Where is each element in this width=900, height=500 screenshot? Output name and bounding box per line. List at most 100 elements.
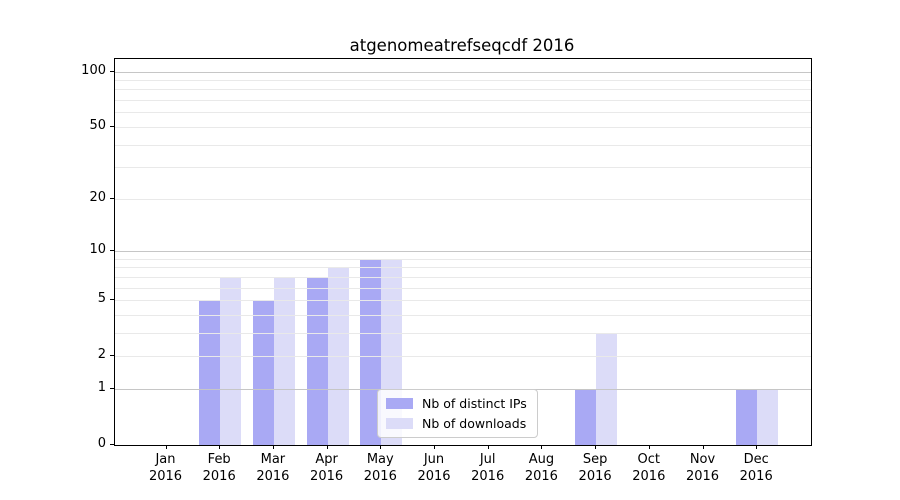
y-axis-tick-label-10: 10 [89,242,106,257]
plot-area [114,58,812,446]
x-axis-tick-mark-sep [595,445,597,449]
y-axis-tick-mark-50 [110,125,114,127]
x-axis-tick-label-jul: Jul 2016 [460,452,516,485]
x-tick-year-jul: 2016 [471,468,505,484]
x-tick-year-jan: 2016 [148,468,183,484]
y-axis-tick-label-2: 2 [97,347,106,363]
x-axis-tick-mark-dec [756,445,758,449]
x-axis-tick-label-nov: Nov 2016 [675,452,731,485]
x-tick-month-aug: Aug [528,452,555,467]
x-axis-tick-mark-apr [326,445,328,449]
gridline-minor-50 [115,126,811,128]
x-axis-tick-label-jan: Jan 2016 [138,452,194,485]
gridline-minor-8 [115,267,811,269]
y-axis-tick-mark-20 [110,197,114,199]
y-axis-tick-label-0: 0 [97,436,106,451]
x-axis-tick-label-jun: Jun 2016 [406,452,462,485]
x-tick-year-may: 2016 [363,468,397,484]
legend-label-distinct-ips: Nb of distinct IPs [422,396,527,411]
x-tick-month-sep: Sep [582,452,608,467]
x-tick-year-apr: 2016 [310,468,344,484]
gridline-minor-80 [115,89,811,91]
y-axis-tick-mark-2 [110,355,114,357]
y-axis-tick-mark-100 [110,70,114,72]
gridline-minor-40 [115,144,811,146]
x-tick-year-nov: 2016 [685,468,720,484]
gridline-major-10 [115,251,811,252]
gridline-minor-7 [115,276,811,278]
x-tick-year-dec: 2016 [739,468,773,484]
legend-label-downloads: Nb of downloads [422,416,527,431]
legend-swatch-distinct-ips [386,398,413,409]
x-tick-month-apr: Apr [315,452,338,467]
x-axis-tick-mark-mar [272,445,274,449]
y-axis-tick-mark-0 [110,444,114,445]
x-tick-year-aug: 2016 [524,468,558,484]
chart-title: atgenomeatrefseqcdf 2016 [349,36,575,55]
bar-nb-of-downloads-dec [757,388,779,445]
x-tick-year-feb: 2016 [202,468,236,484]
x-tick-month-oct: Oct [637,452,661,467]
gridline-minor-70 [115,100,811,102]
y-axis-tick-label-50: 50 [89,117,106,133]
x-axis-tick-label-dec: Dec 2016 [728,452,784,485]
gridline-minor-90 [115,80,811,81]
bar-nb-of-distinct-ips-sep [575,388,597,445]
gridline-minor-2 [115,356,811,358]
x-tick-year-jun: 2016 [417,468,451,484]
x-tick-month-jan: Jan [155,452,176,467]
x-tick-year-oct: 2016 [632,468,666,484]
x-axis-tick-label-aug: Aug 2016 [513,452,569,485]
y-axis-tick-label-1: 1 [97,379,106,395]
x-axis-tick-mark-aug [541,445,543,449]
x-tick-month-jun: Jun [423,452,445,467]
bar-nb-of-downloads-mar [273,276,295,445]
x-axis-tick-mark-feb [219,445,221,449]
bar-nb-of-distinct-ips-feb [199,300,221,445]
x-axis-tick-label-oct: Oct 2016 [621,452,677,485]
legend: Nb of distinct IPs Nb of downloads [377,389,538,438]
x-axis-tick-label-feb: Feb 2016 [191,452,247,485]
x-axis-tick-mark-oct [648,445,650,449]
x-tick-month-may: May [366,452,394,467]
x-axis-tick-mark-nov [702,445,704,449]
gridline-minor-60 [115,112,811,114]
bar-nb-of-distinct-ips-dec [736,388,758,445]
y-axis-tick-mark-1 [110,387,114,389]
x-axis-tick-mark-may [380,445,382,449]
y-axis-tick-mark-5 [110,299,114,300]
gridline-major-100 [115,71,811,73]
y-axis-tick-label-20: 20 [89,189,106,205]
x-axis-tick-mark-jan [165,445,167,449]
x-axis-tick-label-mar: Mar 2016 [245,452,301,485]
gridline-minor-30 [115,167,811,169]
bar-nb-of-distinct-ips-mar [252,300,274,445]
legend-item-downloads: Nb of downloads [386,416,527,431]
legend-item-distinct-ips: Nb of distinct IPs [386,396,527,411]
bar-nb-of-distinct-ips-apr [306,276,328,445]
x-axis-tick-mark-jun [434,445,435,449]
x-tick-year-mar: 2016 [256,468,290,484]
legend-swatch-downloads [386,418,413,429]
gridline-minor-6 [115,287,811,289]
x-axis-tick-mark-jul [487,445,489,449]
x-axis-tick-label-sep: Sep 2016 [567,452,623,485]
bar-nb-of-distinct-ips-may [360,258,382,445]
gridline-minor-9 [115,258,811,260]
bar-nb-of-downloads-feb [220,276,242,445]
x-tick-month-nov: Nov [689,452,716,467]
x-tick-month-jul: Jul [479,452,496,467]
x-axis-tick-label-may: May 2016 [352,452,408,485]
y-axis-tick-label-5: 5 [97,291,106,306]
x-tick-year-sep: 2016 [578,468,612,484]
x-axis-tick-label-apr: Apr 2016 [299,452,355,485]
gridline-minor-3 [115,332,811,334]
gridline-minor-20 [115,198,811,200]
x-tick-month-mar: Mar [260,452,286,467]
x-tick-month-feb: Feb [207,452,231,467]
y-axis-tick-label-100: 100 [81,62,106,78]
gridline-minor-4 [115,314,811,316]
x-tick-month-dec: Dec [743,452,769,467]
y-axis-tick-mark-10 [110,250,114,251]
